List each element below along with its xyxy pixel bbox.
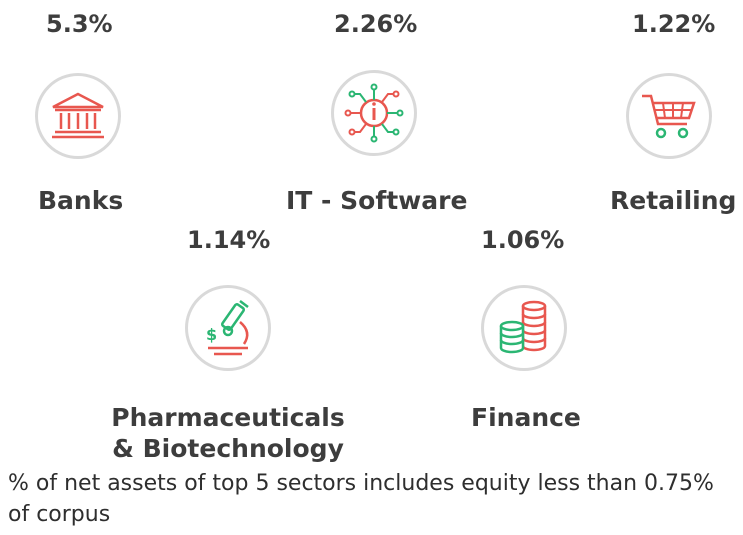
pharma-label-line2: & Biotechnology [112,434,344,463]
coin-stack-icon [499,300,547,354]
pharma-percent: 1.14% [187,226,271,254]
pharma-label-line1: Pharmaceuticals [111,403,345,432]
svg-text:$: $ [206,325,217,344]
finance-label: Finance [471,403,581,432]
it-software-label: IT - Software [286,186,468,215]
microscope-icon: $ [206,300,249,356]
retailing-percent: 1.22% [632,10,716,38]
pharma-label: Pharmaceuticals & Biotechnology [110,402,346,464]
finance-icon-circle [481,285,567,371]
circuit-chip-icon [344,83,404,143]
it-software-percent: 2.26% [334,10,418,38]
retailing-label: Retailing [610,186,737,215]
banks-percent: 5.3% [46,10,113,38]
retailing-icon-circle [626,73,712,159]
finance-percent: 1.06% [481,226,565,254]
banks-label: Banks [38,186,124,215]
it-software-icon-circle [331,70,417,156]
bank-icon [52,92,104,139]
pharma-icon-circle: $ [185,285,271,371]
footnote: % of net assets of top 5 sectors include… [8,471,714,527]
shopping-cart-icon [642,94,696,139]
banks-icon-circle [35,73,121,159]
